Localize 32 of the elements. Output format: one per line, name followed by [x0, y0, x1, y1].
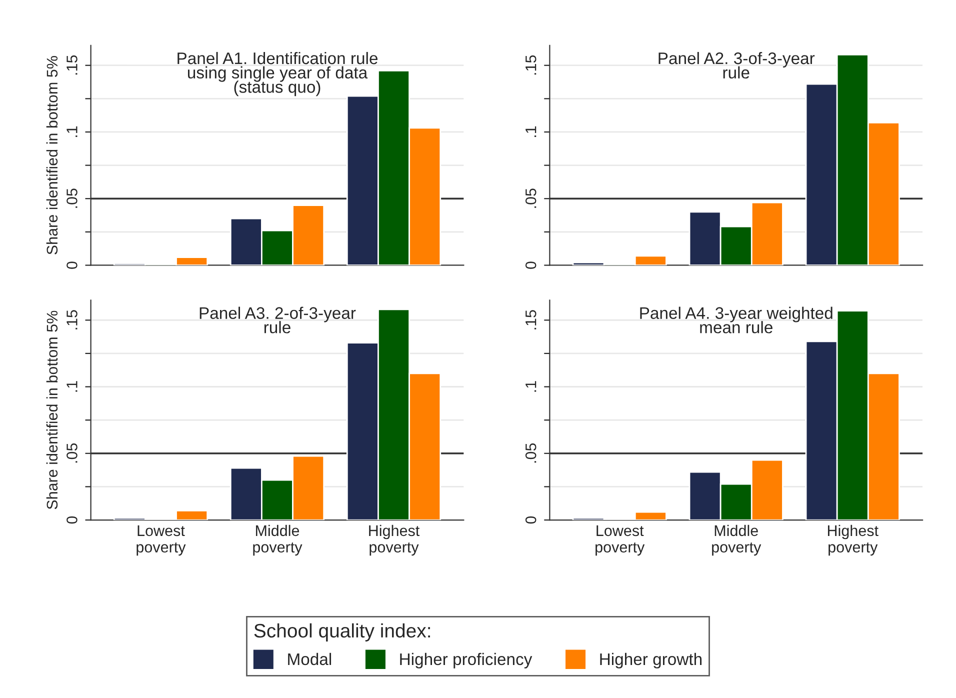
- y-tick-label: 0: [66, 262, 78, 269]
- y-tick-label: 0: [525, 262, 536, 269]
- y-tick-label: 0: [525, 516, 536, 524]
- y-tick-label: 0: [66, 516, 78, 524]
- text: Panel A3. 2-of-3-year rule: [200, 306, 356, 334]
- legend-label: Modal: [288, 652, 332, 666]
- text: Panel A4. 3-year weighted mean rule: [640, 306, 832, 334]
- y-tick-label: .05: [66, 188, 78, 208]
- legend-label: Higher proficiency: [400, 652, 532, 668]
- y-tick-label: .05: [525, 443, 536, 463]
- y-tick-label: .1: [526, 381, 536, 392]
- text: Panel A1. Identification rule using single year of data (status quo): [178, 52, 378, 96]
- y-tick-label: .15: [526, 310, 536, 330]
- x-tick-label: Lowest poverty: [596, 525, 645, 556]
- y-axis-title: Share identified in bottom 5%: [46, 310, 58, 510]
- y-tick-label: .15: [526, 55, 536, 75]
- x-tick-label: Middle poverty: [253, 524, 302, 556]
- legend-title: School quality index:: [254, 623, 430, 642]
- y-tick-label: .15: [66, 55, 78, 75]
- y-tick-label: .1: [66, 126, 78, 137]
- y-tick-label: .15: [66, 310, 78, 330]
- x-tick-label: Highest poverty: [369, 524, 420, 556]
- y-axis-title: Share identified in bottom 5%: [46, 56, 58, 254]
- x-tick-label: Middle poverty: [712, 524, 762, 556]
- text: Panel A2. 3-of-3-year rule: [658, 52, 815, 79]
- legend-label: Higher growth: [600, 652, 702, 668]
- y-tick-label: .1: [66, 381, 78, 392]
- y-tick-label: .1: [526, 126, 536, 137]
- x-tick-label: Highest poverty: [828, 524, 878, 556]
- y-tick-label: .05: [525, 188, 536, 208]
- x-tick-label: Lowest poverty: [136, 525, 186, 556]
- y-tick-label: .05: [66, 443, 78, 463]
